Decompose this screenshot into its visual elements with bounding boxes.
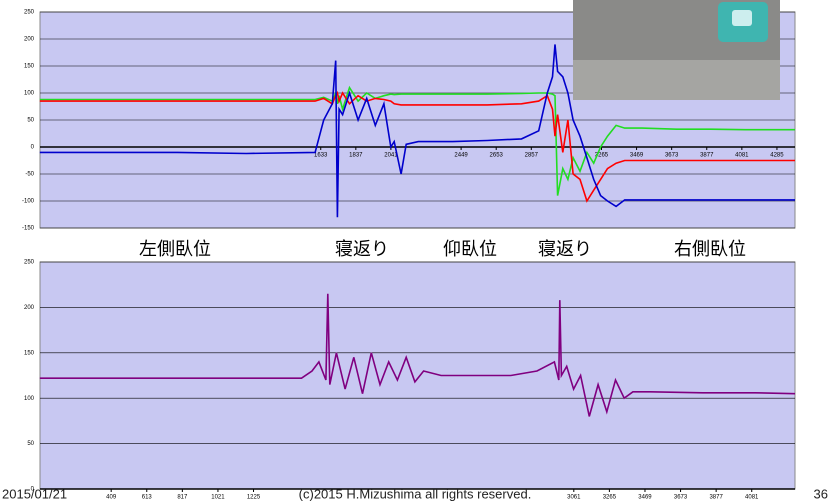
x-tick-label: 1633 — [314, 153, 328, 159]
x-tick-label: 1021 — [211, 495, 225, 501]
annotation: 右側臥位 — [674, 239, 746, 260]
footer-page: 36 — [814, 486, 828, 501]
x-tick-label: 4081 — [735, 153, 749, 159]
x-tick-label: 613 — [142, 495, 153, 501]
y-tick-label: -150 — [22, 226, 35, 232]
x-tick-label: 2653 — [490, 153, 504, 159]
x-tick-label: 3265 — [603, 495, 617, 501]
device-label — [732, 10, 752, 26]
x-tick-label: 3061 — [567, 495, 581, 501]
y-tick-label: 50 — [27, 118, 34, 124]
x-tick-label: 3877 — [700, 153, 714, 159]
footer-date: 2015/01/21 — [2, 486, 67, 501]
footer-copyright: (c)2015 H.Mizushima all rights reserved. — [299, 486, 532, 501]
y-tick-label: 200 — [24, 305, 35, 311]
x-tick-label: 4285 — [770, 153, 784, 159]
x-tick-label: 409 — [106, 495, 117, 501]
y-tick-label: 100 — [24, 396, 35, 402]
y-tick-label: 250 — [24, 260, 35, 266]
x-tick-label: 3469 — [630, 153, 644, 159]
x-tick-label: 3673 — [665, 153, 679, 159]
slide: -150-100-5005010015020025016331837204124… — [0, 0, 832, 503]
y-tick-label: 150 — [24, 64, 35, 70]
y-tick-label: 100 — [24, 91, 35, 97]
y-tick-label: 50 — [27, 441, 34, 447]
y-tick-label: -50 — [25, 172, 34, 178]
y-tick-label: 250 — [24, 10, 35, 16]
annotation: 左側臥位 — [139, 239, 211, 260]
annotation: 寝返り — [335, 239, 389, 260]
y-tick-label: 200 — [24, 37, 35, 43]
x-tick-label: 3877 — [709, 495, 723, 501]
x-tick-label: 3469 — [638, 495, 652, 501]
photo-floor — [573, 60, 780, 100]
x-tick-label: 2857 — [525, 153, 539, 159]
annotation: 仰臥位 — [443, 239, 497, 260]
x-tick-label: 2449 — [454, 153, 468, 159]
annotation: 寝返り — [538, 239, 592, 260]
x-tick-label: 3673 — [674, 495, 688, 501]
y-tick-label: -100 — [22, 199, 35, 205]
x-tick-label: 1225 — [247, 495, 261, 501]
x-tick-label: 1837 — [349, 153, 363, 159]
y-tick-label: 0 — [31, 145, 35, 151]
x-tick-label: 817 — [177, 495, 188, 501]
y-tick-label: 150 — [24, 350, 35, 356]
plot-area — [40, 262, 795, 489]
x-tick-label: 4081 — [745, 495, 759, 501]
